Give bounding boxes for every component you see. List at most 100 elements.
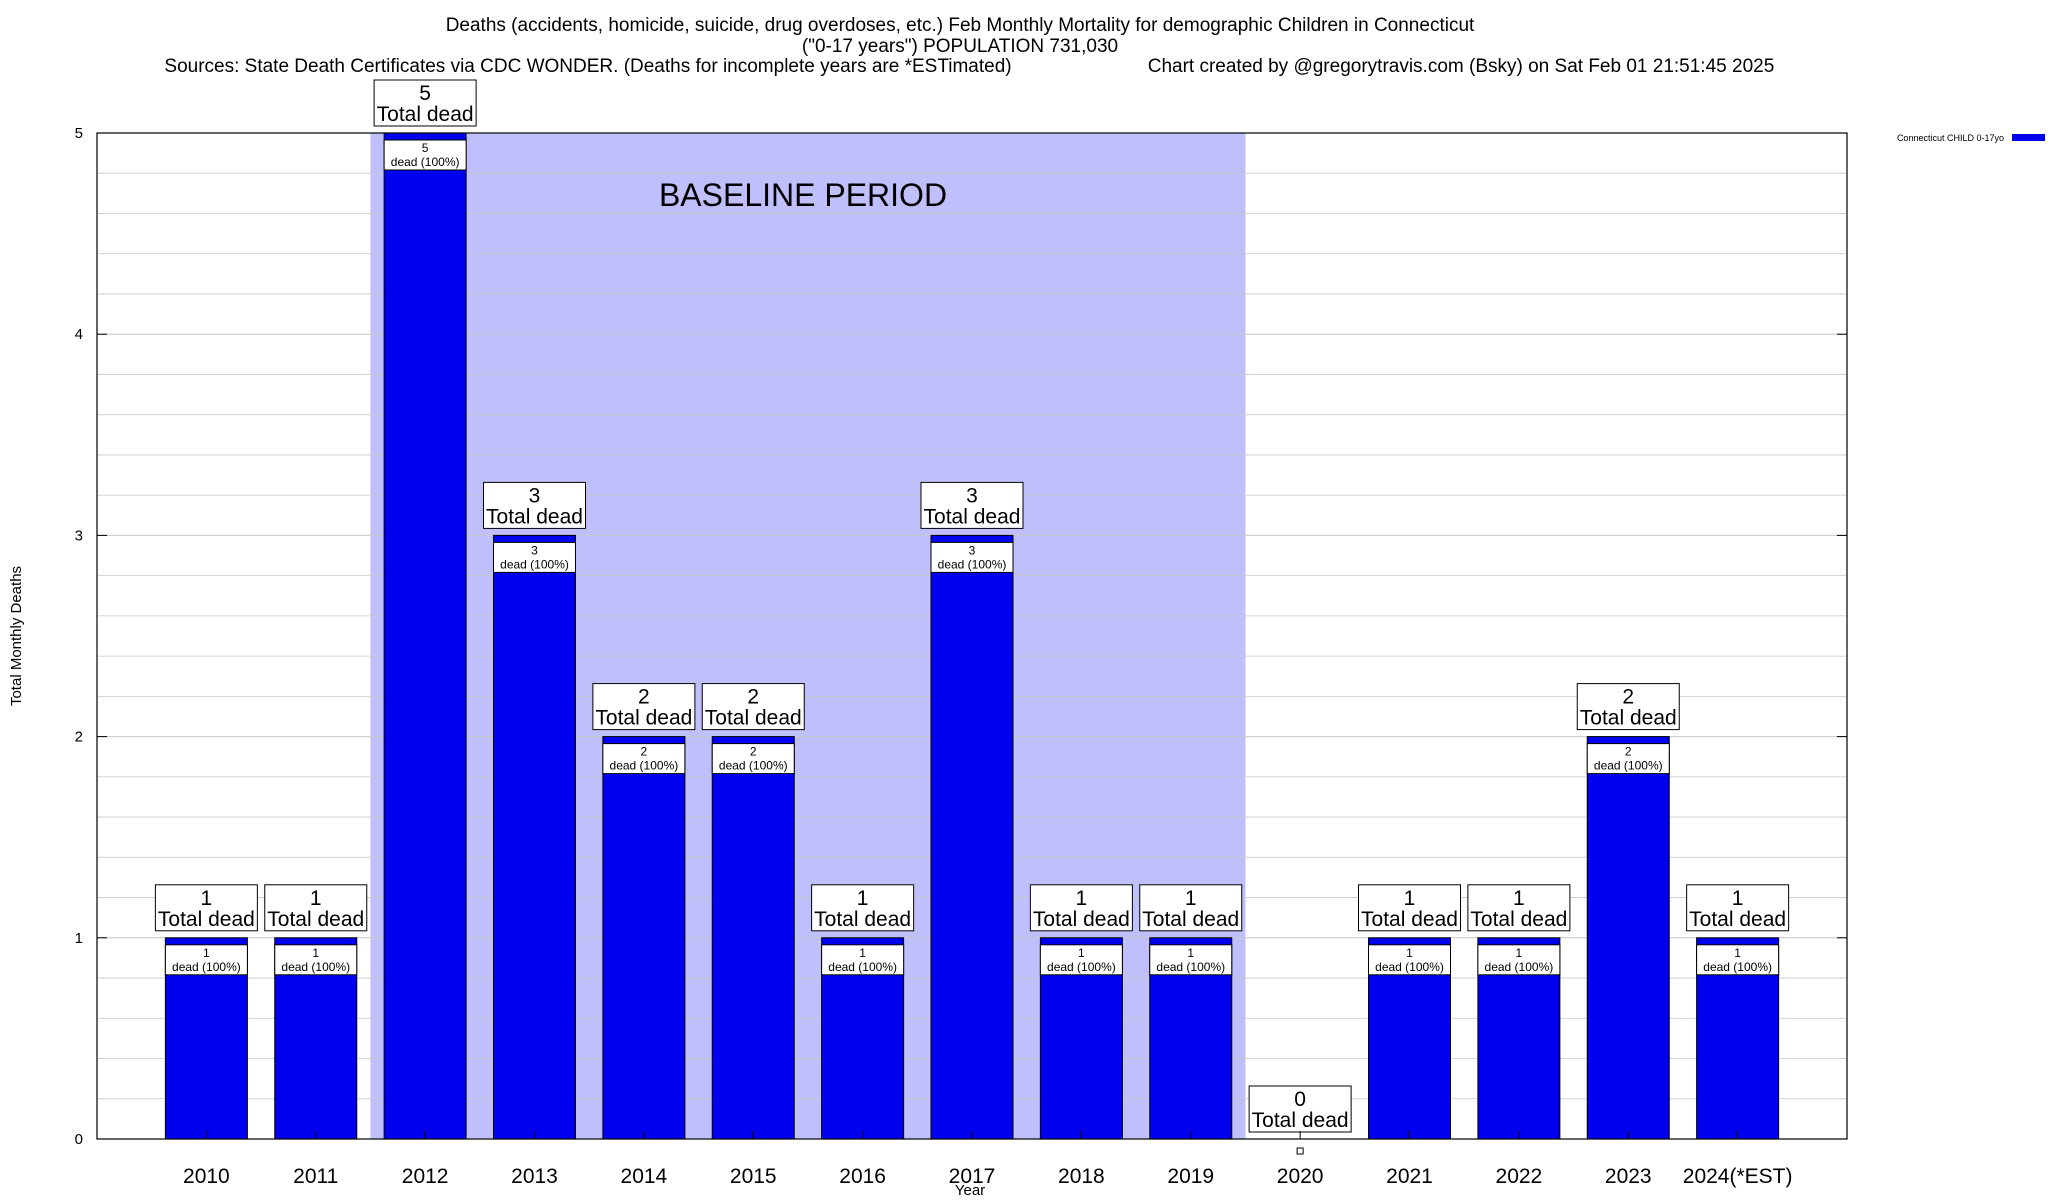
bar-inner-label-box <box>164 944 248 976</box>
total-label-box <box>1139 884 1243 932</box>
total-label-text: Total dead <box>377 103 474 126</box>
bar-inner-label-value: 2 <box>1625 745 1632 759</box>
bar-inner-label-text: dead (100%) <box>828 960 897 974</box>
chart-credit: Chart created by @gregorytravis.com (Bsk… <box>1148 56 1775 77</box>
total-label-box <box>701 683 805 731</box>
total-label-text: Total dead <box>1689 908 1786 931</box>
total-label-box <box>920 481 1024 529</box>
total-label-value: 0 <box>1294 1088 1306 1111</box>
chart-sources: Sources: State Death Certificates via CD… <box>164 56 1011 77</box>
total-label-box <box>264 884 368 932</box>
bar-inner-label-box <box>930 541 1014 573</box>
bar-inner-label-text: dead (100%) <box>1594 759 1663 773</box>
bar-inner-label-text: dead (100%) <box>1703 960 1772 974</box>
bar-inner-label-value: 1 <box>203 946 210 960</box>
x-tick-label: 2014 <box>621 1165 668 1188</box>
bar-inner-label-value: 3 <box>531 543 538 557</box>
bar-inner-label-text: dead (100%) <box>938 557 1007 571</box>
total-label-box <box>1358 884 1461 932</box>
bar-inner-label-text: dead (100%) <box>1485 960 1554 974</box>
bar <box>493 534 576 1140</box>
x-tick-label: 2024(*EST) <box>1683 1165 1793 1188</box>
total-label-value: 1 <box>1185 887 1197 910</box>
total-label-value: 3 <box>966 484 978 507</box>
bar-inner-label-box <box>1586 743 1670 775</box>
bar-inner-label-box <box>602 743 686 775</box>
bar-inner-label-box <box>1477 944 1561 976</box>
total-label-box <box>1029 884 1133 932</box>
bar-inner-label-box <box>383 139 467 171</box>
baseline-period-label: BASELINE PERIOD <box>659 177 947 213</box>
bar-inner-label-value: 3 <box>969 543 976 557</box>
bar-inner-label-box <box>1696 944 1780 976</box>
bar-inner-label-value: 1 <box>312 946 319 960</box>
legend-label: Connecticut CHILD 0-17yo <box>1897 133 2004 143</box>
x-tick-label: 2022 <box>1496 1165 1543 1188</box>
total-label-box <box>373 79 477 127</box>
total-label-value: 1 <box>310 887 322 910</box>
x-tick-label: 2011 <box>293 1165 338 1188</box>
total-label-value: 1 <box>1404 887 1416 910</box>
bar-inner-label-box <box>1149 944 1233 976</box>
bar <box>930 534 1014 1140</box>
bar-inner-label-box <box>493 541 576 573</box>
x-tick-label: 2023 <box>1605 1165 1652 1188</box>
bar-inner-label-text: dead (100%) <box>610 759 679 773</box>
bar-inner-label-box <box>1368 944 1451 976</box>
x-axis: 2010 2011 2012 2013 2014 2015 2016 2017 2018 2019… <box>183 1131 1792 1188</box>
total-label-text: Total dead <box>486 505 583 528</box>
x-tick-label: 2010 <box>183 1165 230 1188</box>
bar-inner-label-text: dead (100%) <box>1156 960 1225 974</box>
total-label-text: Total dead <box>705 707 802 730</box>
y-axis-title: Total Monthly Deaths <box>8 566 25 706</box>
chart-title: Deaths (accidents, homicide, suicide, dr… <box>446 15 1475 36</box>
bar-inner-label-text: dead (100%) <box>719 759 788 773</box>
legend: Connecticut CHILD 0-17yo <box>1897 133 2045 143</box>
legend-swatch <box>2012 134 2045 141</box>
bar <box>602 736 686 1140</box>
bar-inner-label-value: 1 <box>1078 946 1085 960</box>
total-label-box <box>1576 683 1680 731</box>
x-tick-label: 2018 <box>1058 1165 1105 1188</box>
total-label-value: 3 <box>529 484 541 507</box>
y-tick-label: 2 <box>75 729 83 746</box>
x-tick-label: 2012 <box>402 1165 449 1188</box>
total-label-text: Total dead <box>924 505 1021 528</box>
y-tick-label: 0 <box>75 1131 83 1148</box>
total-label-value: 2 <box>638 686 650 709</box>
total-label-value: 1 <box>857 887 869 910</box>
total-label-box <box>1248 1085 1352 1133</box>
x-tick-label: 2019 <box>1167 1165 1214 1188</box>
zero-marker <box>1296 1147 1304 1155</box>
x-tick-label: 2020 <box>1277 1165 1324 1188</box>
bar-inner-label-text: dead (100%) <box>1047 960 1116 974</box>
total-label-box <box>592 683 696 731</box>
x-tick-label: 2013 <box>511 1165 558 1188</box>
bar-inner-label-value: 5 <box>422 141 429 155</box>
bar-inner-label-value: 1 <box>1734 946 1741 960</box>
y-tick-label: 1 <box>75 930 83 947</box>
total-label-box <box>483 481 586 529</box>
chart-subtitle: ("0-17 years") POPULATION 731,030 <box>802 36 1118 57</box>
bar-inner-label-box <box>821 944 905 976</box>
total-label-text: Total dead <box>158 908 255 931</box>
total-label-value: 1 <box>1732 887 1744 910</box>
total-label-value: 1 <box>201 887 213 910</box>
bar-inner-label-value: 1 <box>1516 946 1523 960</box>
bar-inner-label-box <box>1039 944 1123 976</box>
bar-inner-label-text: dead (100%) <box>391 155 460 169</box>
bar-inner-label-value: 1 <box>1406 946 1413 960</box>
total-label-text: Total dead <box>267 908 364 931</box>
bar-inner-label-text: dead (100%) <box>500 557 569 571</box>
x-tick-label: 2017 <box>949 1165 996 1188</box>
total-label-box <box>1686 884 1790 932</box>
x-tick-label: 2015 <box>730 1165 777 1188</box>
total-label-text: Total dead <box>1142 908 1239 931</box>
bar-inner-label-box <box>711 743 795 775</box>
bar-inner-label-value: 2 <box>641 745 648 759</box>
y-tick-label: 4 <box>75 326 83 343</box>
x-tick-label: 2021 <box>1386 1165 1433 1188</box>
total-label-text: Total dead <box>1252 1109 1349 1132</box>
bar-inner-label-box <box>274 944 358 976</box>
